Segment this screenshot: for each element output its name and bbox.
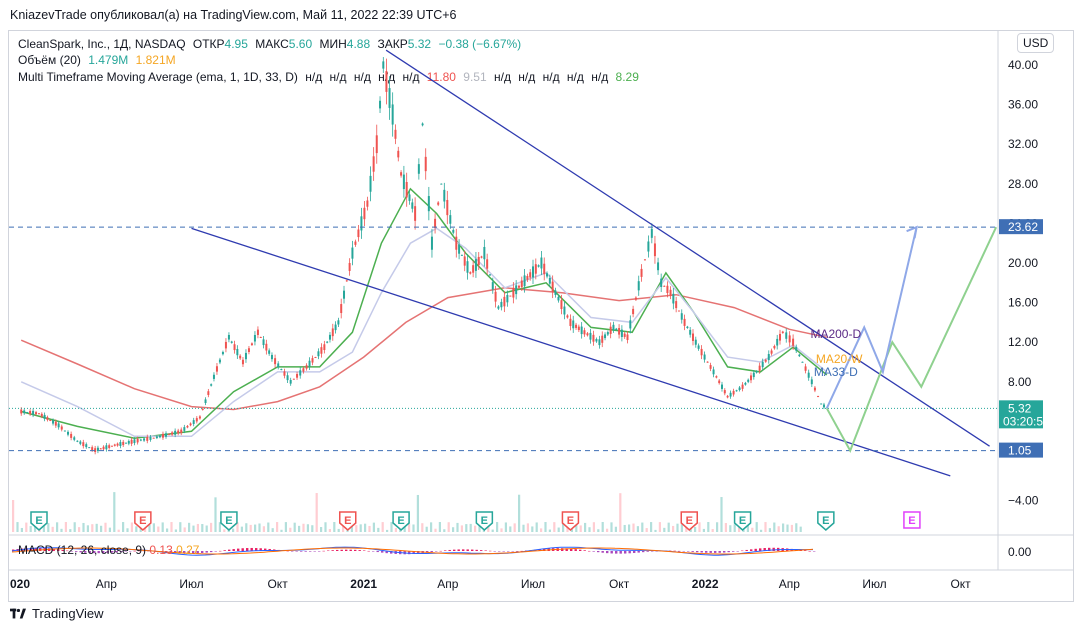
mtf-value-3: 8.29 [615, 70, 639, 84]
mtf-na-5: н/д [402, 70, 420, 84]
macd-value-1: 0.13 [149, 543, 173, 557]
publish-caption: KniazevTrade опубликовал(а) на TradingVi… [10, 8, 457, 22]
volume-label[interactable]: Объём (20) [18, 53, 81, 67]
volume-legend: Объём (20) 1.479M 1.821M [18, 53, 180, 67]
mtf-legend: Multi Timeframe Moving Average (ema, 1, … [18, 70, 643, 84]
mtf-na-8: н/д [542, 70, 560, 84]
open-label: ОТКР [192, 37, 225, 51]
mtf-na-6: н/д [493, 70, 511, 84]
symbol-name[interactable]: CleanSpark, Inc., 1Д, NASDAQ [18, 37, 186, 51]
low-value: 4.88 [346, 37, 371, 51]
volume-value-1: 1.479M [88, 53, 129, 67]
mtf-na-3: н/д [353, 70, 371, 84]
mtf-na-4: н/д [378, 70, 396, 84]
volume-value-2: 1.821M [135, 53, 176, 67]
change-value: −0.38 (−6.67%) [438, 37, 522, 51]
high-value: 5.60 [288, 37, 313, 51]
tradingview-logo-icon [10, 608, 26, 618]
macd-value-2: 0.27 [176, 543, 200, 557]
chart-frame [8, 30, 1074, 602]
symbol-legend: CleanSpark, Inc., 1Д, NASDAQ ОТКР4.95 МА… [18, 37, 525, 51]
footer-brand[interactable]: TradingView [32, 606, 104, 621]
mtf-label[interactable]: Multi Timeframe Moving Average (ema, 1, … [18, 70, 298, 84]
mtf-na-7: н/д [518, 70, 536, 84]
mtf-na-1: н/д [305, 70, 323, 84]
mtf-na-10: н/д [591, 70, 609, 84]
mtf-value-2: 9.51 [463, 70, 487, 84]
mtf-na-9: н/д [566, 70, 584, 84]
mtf-value-1: 11.80 [426, 70, 456, 84]
mtf-na-2: н/д [329, 70, 347, 84]
macd-legend: MACD (12, 26, close, 9) 0.13 0.27 [18, 543, 199, 557]
close-label: ЗАКР [377, 37, 408, 51]
currency-button[interactable]: USD [1017, 33, 1055, 53]
open-value: 4.95 [224, 37, 248, 51]
high-label: МАКС [255, 37, 289, 51]
close-value: 5.32 [407, 37, 432, 51]
low-label: МИН [319, 37, 347, 51]
macd-label[interactable]: MACD (12, 26, close, 9) [18, 543, 147, 557]
footer: TradingView [10, 606, 104, 621]
